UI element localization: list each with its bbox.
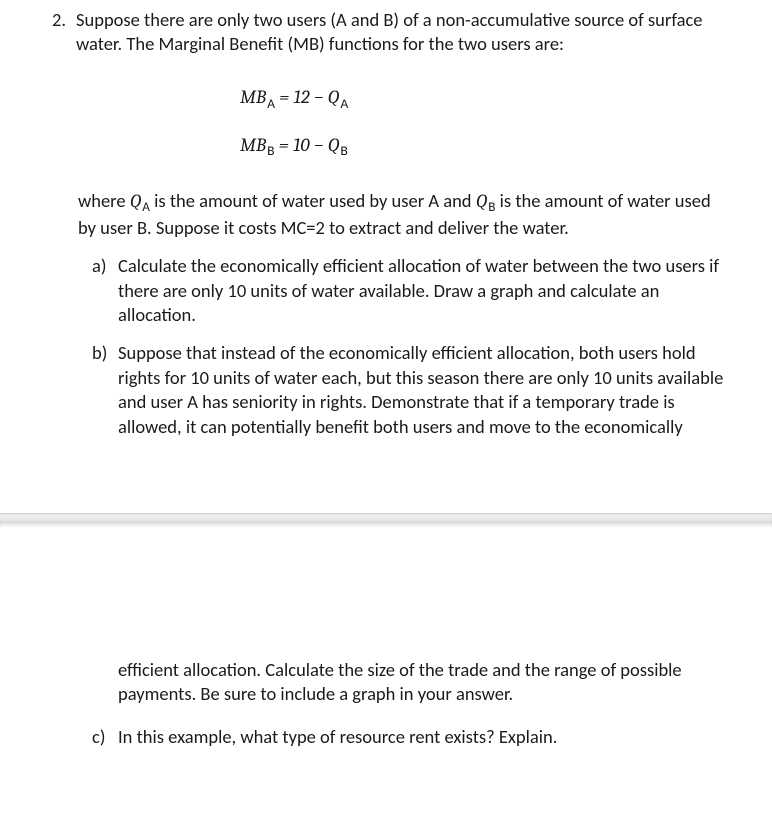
eq-sub: B xyxy=(266,142,274,159)
page-separator xyxy=(0,513,772,528)
part-c-text: In this example, what type of resource r… xyxy=(118,725,732,749)
eq-rhs-qs: B xyxy=(339,142,347,159)
where-text-2: is the amount of water used by user A an… xyxy=(150,189,476,212)
part-b-label: b) xyxy=(92,341,118,365)
var-qb-q: Q xyxy=(476,190,488,212)
eq-lhs: MB xyxy=(240,86,266,108)
equation-mba: MBA = 12 − QA xyxy=(240,85,732,113)
eq-rhs-q: Q xyxy=(328,134,340,156)
equation-mbb: MBB = 10 − QB xyxy=(240,133,732,161)
document-page: 2. Suppose there are only two users (A a… xyxy=(0,0,772,783)
part-c-label: c) xyxy=(92,725,118,749)
question-intro: Suppose there are only two users (A and … xyxy=(76,8,732,57)
part-c: c) In this example, what type of resourc… xyxy=(92,725,732,749)
eq-lhs: MB xyxy=(240,134,266,156)
part-a: a) Calculate the economically efficient … xyxy=(92,254,732,327)
eq-rhs-a: = 10 − xyxy=(275,134,328,156)
page-gap xyxy=(40,453,732,513)
part-b-continuation: efficient allocation. Calculate the size… xyxy=(118,658,732,707)
eq-rhs-qs: A xyxy=(339,95,348,112)
part-a-label: a) xyxy=(92,254,118,278)
eq-rhs-q: Q xyxy=(328,86,340,108)
var-qa-q: Q xyxy=(130,190,142,212)
where-paragraph: where QA is the amount of water used by … xyxy=(78,189,732,241)
equation-block: MBA = 12 − QA MBB = 10 − QB xyxy=(40,85,732,161)
var-qa-s: A xyxy=(141,198,150,215)
question-row: 2. Suppose there are only two users (A a… xyxy=(40,8,732,57)
page2-top-spacer xyxy=(40,528,732,658)
where-text-1: where xyxy=(78,189,130,212)
part-b-text: Suppose that instead of the economically… xyxy=(118,341,732,439)
part-a-text: Calculate the economically efficient all… xyxy=(118,254,732,327)
part-b: b) Suppose that instead of the economica… xyxy=(92,341,732,439)
question-number: 2. xyxy=(40,8,76,32)
eq-rhs-a: = 12 − xyxy=(275,86,328,108)
eq-sub: A xyxy=(266,95,275,112)
